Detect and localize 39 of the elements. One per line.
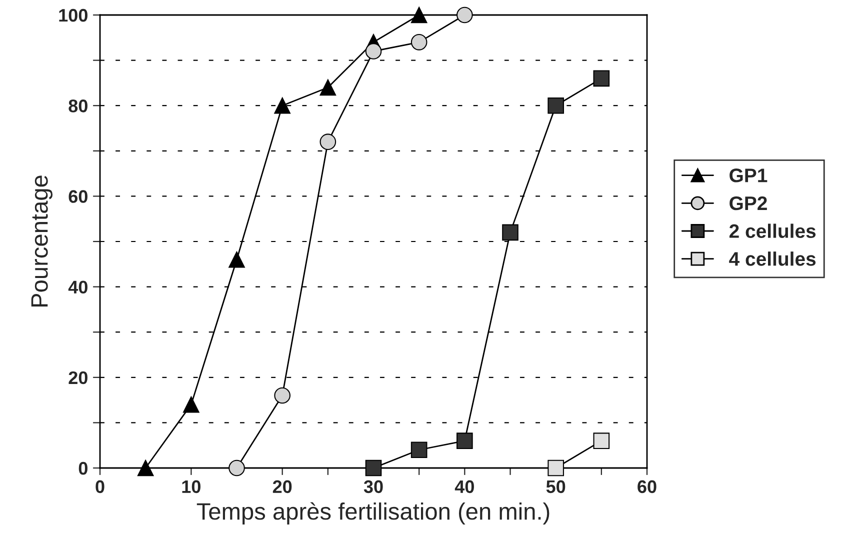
point <box>320 79 336 96</box>
y-tick-label: 0 <box>78 462 88 475</box>
x-tick-label: 40 <box>454 480 474 494</box>
y-tick-label: 20 <box>68 371 88 384</box>
point <box>410 6 428 24</box>
point <box>183 396 200 413</box>
x-tick-label: 0 <box>96 480 104 494</box>
y-tick-label: 100 <box>59 8 88 22</box>
point <box>548 460 564 476</box>
point <box>320 134 336 150</box>
x-tick-label: 50 <box>546 480 566 494</box>
point <box>593 432 610 449</box>
point <box>228 460 245 476</box>
point <box>410 442 428 458</box>
point <box>365 460 382 476</box>
point <box>456 432 473 449</box>
point <box>548 97 564 114</box>
point <box>274 97 290 114</box>
point <box>228 251 245 268</box>
point <box>365 43 382 60</box>
legend-label: 4 cellules <box>729 252 816 266</box>
point <box>456 6 473 24</box>
legend-label: 2 cellules <box>729 224 816 238</box>
legend-label: GP2 <box>730 196 767 210</box>
legend-label: GP1 <box>730 168 768 182</box>
x-tick-label: 30 <box>364 480 383 494</box>
y-tick-label: 80 <box>68 100 88 112</box>
x-tick-label: 20 <box>272 480 292 494</box>
point <box>274 387 290 404</box>
point <box>137 460 154 476</box>
point <box>502 224 518 241</box>
y-axis-title: Pourcentage <box>31 176 53 307</box>
point <box>410 34 428 50</box>
x-tick-label: 10 <box>182 480 200 494</box>
point <box>593 70 610 87</box>
y-tick-label: 60 <box>68 190 88 203</box>
x-axis-title: Temps après fertilisation (en min.) <box>196 502 550 524</box>
y-tick-label: 40 <box>68 280 88 294</box>
x-tick-label: 60 <box>638 480 656 494</box>
